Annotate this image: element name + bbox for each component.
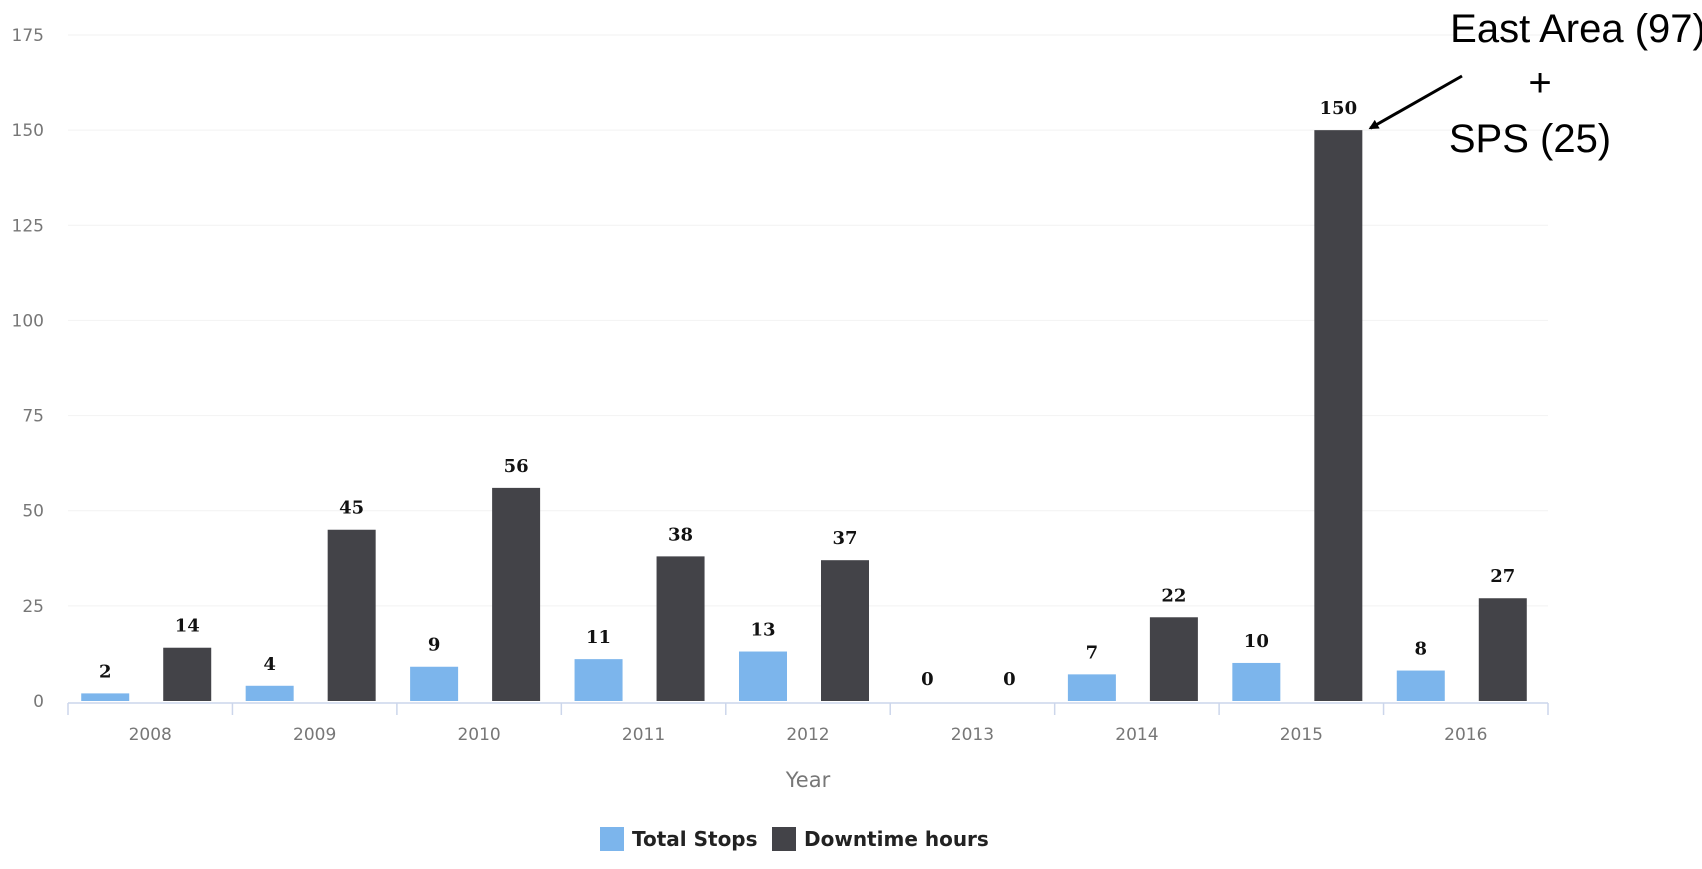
data-label-1-2011: 38 [668, 524, 693, 545]
bar-0-2014 [1067, 674, 1116, 701]
data-label-0-2008: 2 [99, 661, 112, 682]
bar-0-2010 [410, 666, 459, 701]
data-label-0-2011: 11 [586, 627, 611, 648]
data-label-0-2012: 13 [750, 620, 775, 641]
x-tick-label-2014: 2014 [1115, 725, 1158, 745]
bar-1-2016 [1478, 598, 1527, 701]
y-tick-label-125: 125 [12, 216, 44, 236]
data-label-1-2009: 45 [339, 498, 364, 519]
x-tick-label-2008: 2008 [129, 725, 172, 745]
annotation-line-1: + [1528, 61, 1551, 105]
data-label-0-2014: 7 [1086, 642, 1099, 663]
x-tick-label-2016: 2016 [1444, 725, 1487, 745]
bars [81, 130, 1527, 702]
data-label-1-2012: 37 [832, 528, 857, 549]
bar-0-2011 [574, 659, 623, 701]
x-tick-label-2012: 2012 [786, 725, 829, 745]
annotation: East Area (97) + SPS (25) [1368, 7, 1702, 161]
bar-1-2014 [1149, 617, 1198, 701]
bar-1-2015 [1314, 130, 1363, 702]
bar-0-2015 [1232, 662, 1281, 701]
annotation-line-2: SPS (25) [1449, 117, 1611, 161]
x-tick-label-2015: 2015 [1280, 725, 1323, 745]
bar-1-2008 [163, 647, 212, 701]
x-tick-label-2013: 2013 [951, 725, 994, 745]
y-tick-label-150: 150 [12, 121, 44, 141]
data-labels: 2 4 9 11 13 0 7 10 8 14 45 56 38 37 0 22 150 27 [99, 98, 1515, 690]
x-axis: 2008 2009 2010 2011 2012 2013 2014 2015 2016 [67, 702, 1549, 745]
bar-0-2009 [245, 685, 294, 701]
data-label-0-2015: 10 [1244, 631, 1269, 652]
bar-0-2008 [81, 693, 130, 701]
y-tick-label-50: 50 [22, 502, 44, 522]
data-label-1-2014: 22 [1161, 585, 1186, 606]
legend-label-1: Downtime hours [804, 827, 989, 851]
data-label-1-2015: 150 [1320, 98, 1358, 119]
data-label-1-2008: 14 [175, 616, 200, 637]
annotation-line-0: East Area (97) [1450, 7, 1702, 51]
legend: Total Stops Downtime hours [600, 827, 989, 851]
bar-1-2010 [492, 487, 541, 701]
y-tick-label-25: 25 [22, 597, 44, 617]
data-label-0-2010: 9 [428, 635, 441, 656]
bar-0-2016 [1396, 670, 1445, 701]
legend-swatch-1 [772, 827, 796, 851]
x-tick-label-2010: 2010 [457, 725, 500, 745]
annotation-arrow [1368, 74, 1463, 130]
x-tick-label-2009: 2009 [293, 725, 336, 745]
y-tick-label-75: 75 [22, 407, 44, 427]
y-axis: 0 25 50 75 100 125 150 175 [12, 26, 44, 712]
bar-1-2011 [656, 556, 705, 701]
data-label-0-2013: 0 [921, 669, 934, 690]
legend-label-0: Total Stops [632, 827, 758, 851]
x-tick-label-2011: 2011 [622, 725, 665, 745]
bar-1-2012 [821, 560, 869, 701]
y-tick-label-175: 175 [12, 26, 44, 46]
data-label-0-2009: 4 [263, 654, 276, 675]
bar-1-2009 [327, 529, 376, 701]
bar-0-2012 [739, 651, 787, 701]
data-label-1-2013: 0 [1003, 669, 1016, 690]
data-label-1-2016: 27 [1490, 566, 1515, 587]
x-axis-title: Year [785, 768, 831, 792]
y-tick-label-100: 100 [12, 311, 44, 331]
gridlines [68, 34, 1548, 607]
data-label-1-2010: 56 [504, 456, 529, 477]
data-label-0-2016: 8 [1415, 639, 1428, 660]
legend-swatch-0 [600, 827, 624, 851]
y-tick-label-0: 0 [33, 692, 44, 712]
